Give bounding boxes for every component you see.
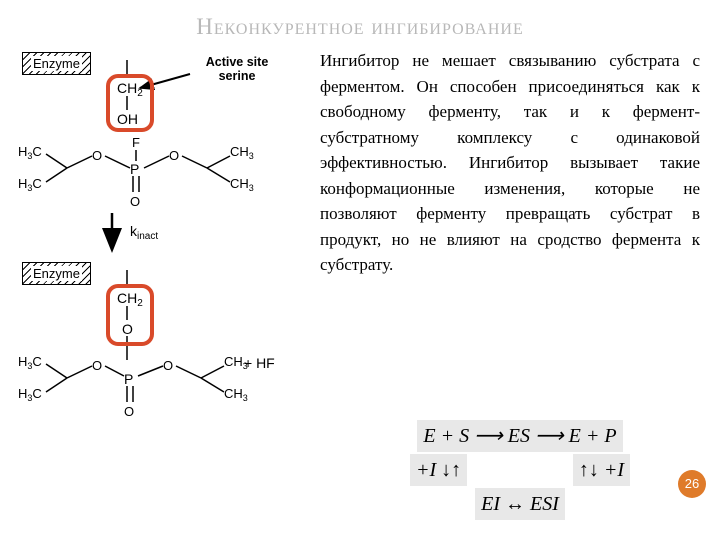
svg-text:F: F [132,135,140,150]
equation-row-2-right: ↑↓ +I [573,454,630,486]
content-row: Enzyme Active site serine [0,40,720,448]
kinact-label: kinact [130,223,158,242]
h3c-left-dn: H3C [18,176,42,193]
ch3-right-dn: CH3 [230,176,254,193]
equation-row-1: E + S ⟶ ES ⟶ E + P [417,420,622,452]
diagram-top: Enzyme Active site serine [12,48,312,208]
slide-title: Неконкурентное ингибирование [0,0,720,40]
h3c-left-up: H3C [18,144,42,161]
diagram-bottom: Enzyme CH2 O + HF H3C [12,258,312,448]
svg-text:O: O [169,148,179,163]
enzyme-label-bottom: Enzyme [22,262,91,285]
svg-text:CH3: CH3 [224,386,248,403]
svg-text:CH2: CH2 [117,290,143,309]
svg-text:H3C: H3C [18,386,42,403]
slide: Неконкурентное ингибирование Enzyme Acti… [0,0,720,540]
svg-text:P: P [130,161,139,177]
svg-text:O: O [92,358,102,373]
page-number-badge: 26 [678,470,706,498]
svg-text:H3C: H3C [18,354,42,371]
diagram-column: Enzyme Active site serine [12,48,312,448]
rate-arrow-block: kinact [12,208,312,258]
oh-top: OH [117,111,138,127]
text-column: Ингибитор не мешает связыванию субстрата… [312,48,700,448]
svg-text:P: P [124,371,133,387]
ch3-right-up: CH3 [230,144,254,161]
ch2-top: CH2 [117,80,143,99]
byproduct: + HF [244,355,275,371]
svg-text:O: O [163,358,173,373]
equation-row-2-left: +I ↓↑ [410,454,467,486]
svg-text:O: O [122,321,133,337]
body-paragraph: Ингибитор не мешает связыванию субстрата… [320,48,700,278]
bottom-molecule-svg: CH2 O + HF H3C O P [12,258,312,448]
equation-row-3: EI ↔ ESI [475,488,565,520]
equations-block: E + S ⟶ ES ⟶ E + P +I ↓↑ ↑↓ +I EI ↔ ESI [375,420,665,520]
svg-text:O: O [124,404,134,419]
active-site-label: Active site serine [192,56,282,84]
svg-text:O: O [92,148,102,163]
svg-text:O: O [130,194,140,208]
enzyme-label-top: Enzyme [22,52,91,75]
